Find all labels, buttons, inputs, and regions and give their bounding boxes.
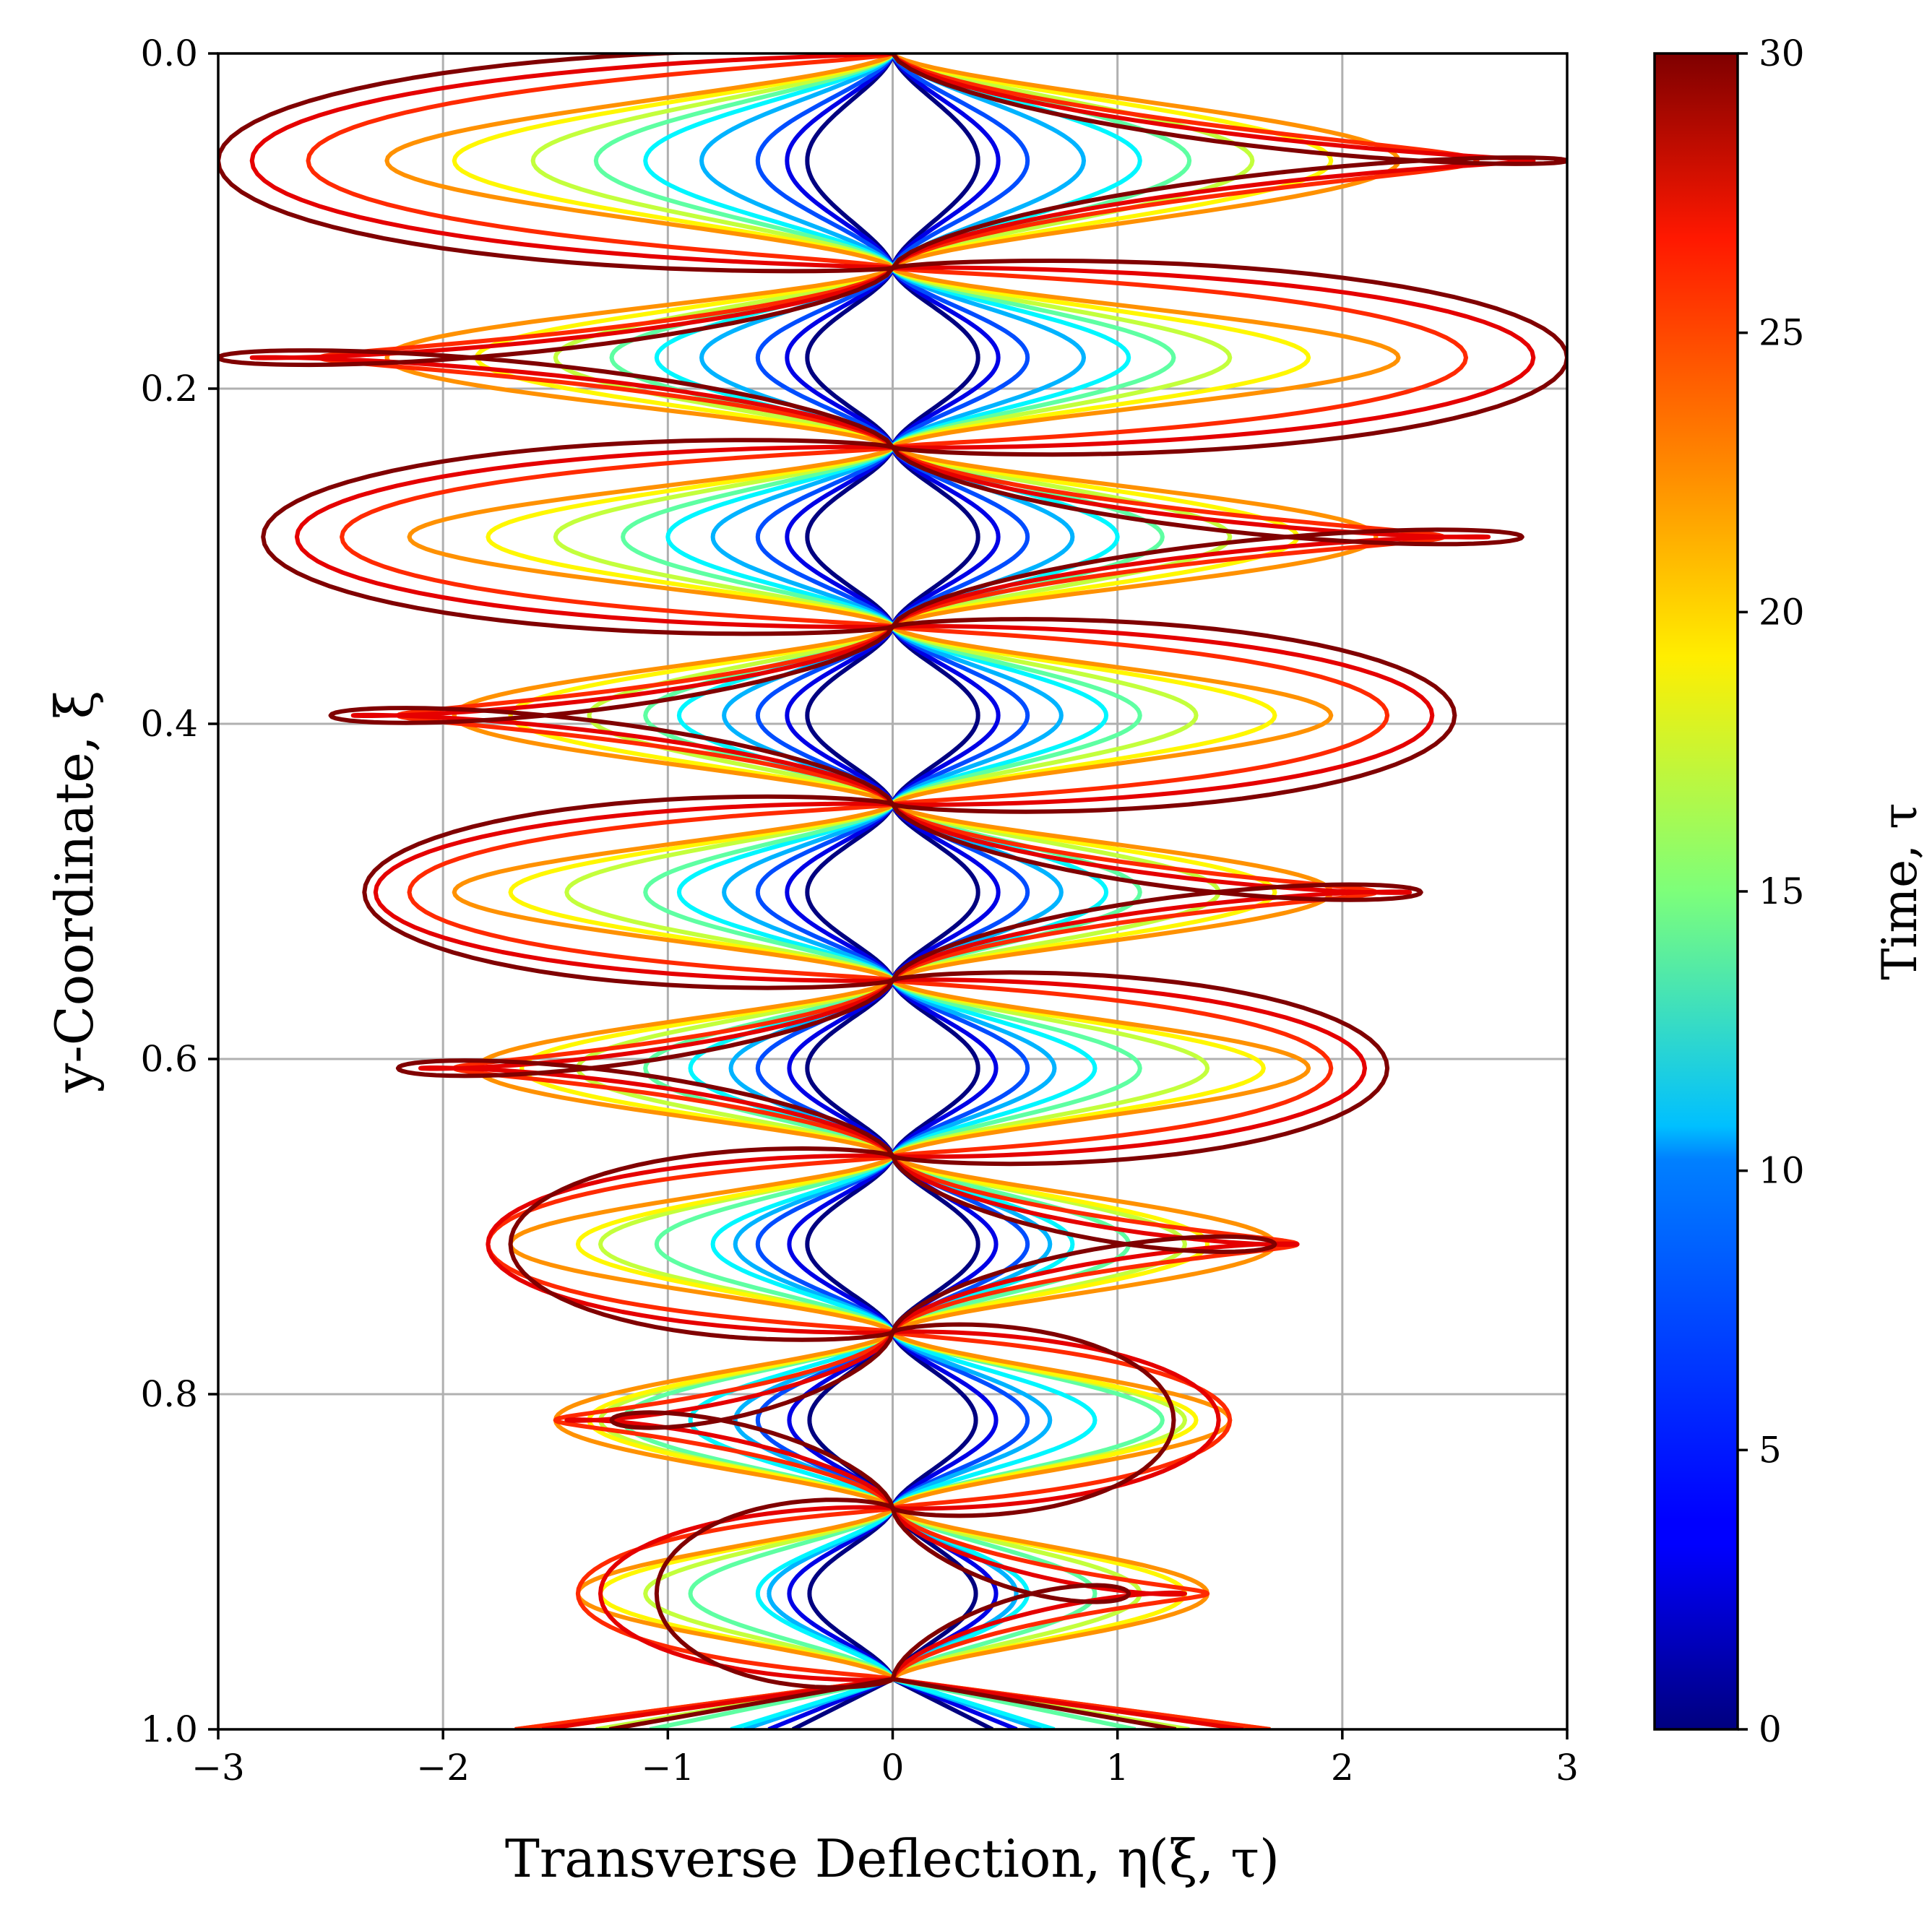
colorbar-gradient	[1655, 53, 1738, 1729]
colorbar-tick-label: 20	[1759, 591, 1805, 633]
x-tick-label: 3	[1556, 1747, 1579, 1789]
y-tick-label: 0.6	[140, 1038, 198, 1080]
x-tick-label: −2	[416, 1747, 470, 1789]
colorbar-tick-label: 15	[1759, 870, 1805, 912]
colorbar-tick-label: 5	[1759, 1429, 1782, 1471]
colorbar-title: Time, τ	[1872, 803, 1928, 980]
deflection-curve-tau-11	[643, 53, 1142, 1729]
x-axis-title: Transverse Deflection, η(ξ, τ)	[505, 1828, 1280, 1889]
y-axis-ticks: 0.0 0.2 0.4 0.6 0.8 1.0	[140, 33, 218, 1750]
deflection-curve-tau-9	[699, 53, 1086, 1729]
x-tick-label: −1	[641, 1747, 694, 1789]
deflection-curve-tau-30	[218, 53, 1567, 1729]
x-axis-ticks: −3 −2 −1 0 1 2 3	[191, 1729, 1579, 1789]
deflection-curves	[218, 53, 1567, 1729]
x-tick-label: 1	[1106, 1747, 1129, 1789]
deflection-curve-tau-27	[249, 53, 1536, 1729]
x-tick-label: 0	[881, 1747, 905, 1789]
deflection-curve-tau-0	[791, 53, 994, 1729]
y-axis-title: y-Coordinate, ξ	[44, 691, 105, 1094]
colorbar-tick-label: 30	[1759, 33, 1805, 74]
x-tick-label: −3	[191, 1747, 245, 1789]
colorbar-tick-label: 10	[1759, 1150, 1805, 1192]
colorbar-tick-label: 25	[1759, 312, 1805, 354]
colorbar: 0 5 10 15 20 25 30 Time, τ	[1653, 33, 1928, 1750]
colorbar-tick-label: 0	[1759, 1708, 1782, 1750]
x-tick-label: 2	[1331, 1747, 1354, 1789]
y-tick-label: 0.8	[140, 1373, 198, 1415]
y-tick-label: 0.0	[140, 33, 198, 74]
colorbar-ticks: 0 5 10 15 20 25 30	[1738, 33, 1805, 1750]
y-tick-label: 0.4	[140, 703, 198, 745]
y-tick-label: 1.0	[140, 1708, 198, 1750]
y-tick-label: 0.2	[140, 368, 198, 410]
deflection-curve-tau-3	[767, 53, 1018, 1729]
